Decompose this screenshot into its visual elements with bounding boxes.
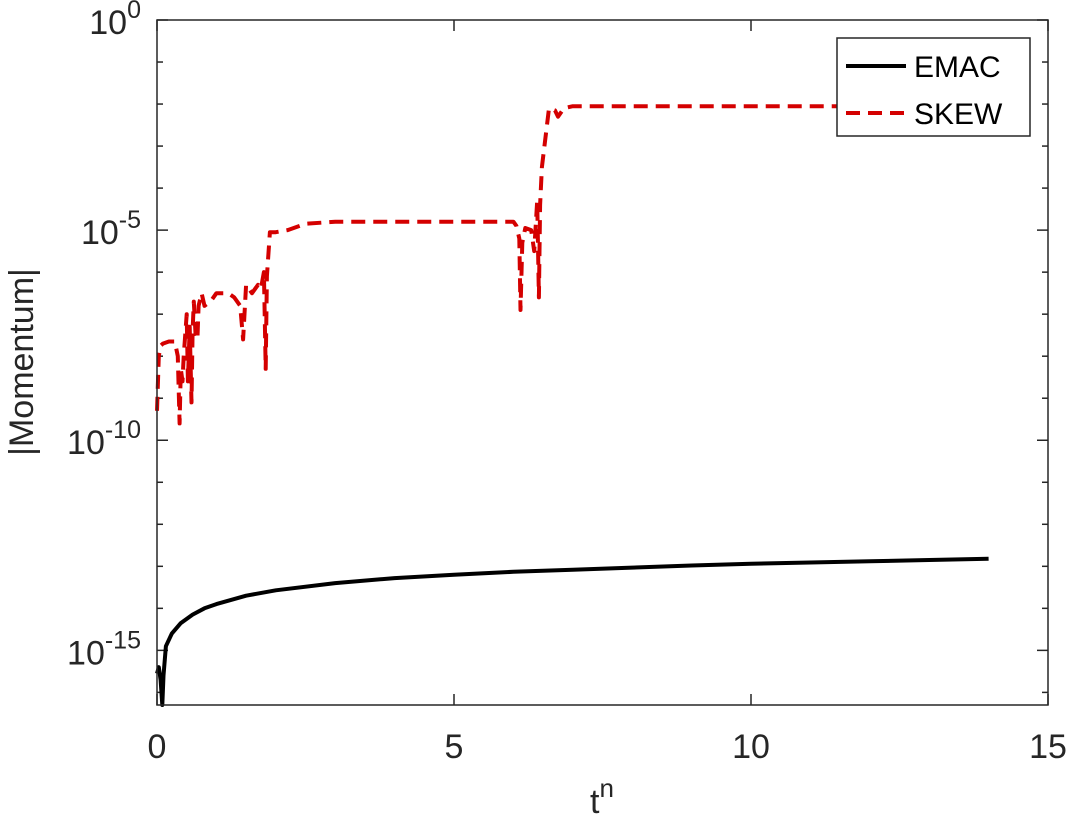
x-axis-label: tn: [590, 773, 614, 821]
y-tick-label: 10-5: [81, 206, 141, 252]
plot-lines: [155, 104, 989, 707]
legend-label-skew: SKEW: [914, 98, 1003, 131]
x-tick-label: 15: [1029, 728, 1067, 766]
x-tick-label: 10: [732, 728, 770, 766]
axes-box: [156, 19, 1049, 706]
y-tick-label: 10-10: [67, 416, 141, 462]
legend-label-emac: EMAC: [914, 51, 1001, 84]
series-line-emac: [155, 556, 989, 707]
y-tick-label: 100: [89, 0, 141, 42]
y-axis-label: |Momentum|: [3, 268, 41, 456]
series-line-skew: [155, 104, 989, 426]
minor-ticks: [157, 61, 1048, 694]
y-tick-labels: 100 10-5 10-10 10-15: [67, 0, 141, 672]
x-tick-labels: 0 5 10 15: [148, 728, 1067, 766]
legend-box: [836, 37, 1031, 137]
y-tick-label: 10-15: [67, 626, 141, 672]
x-tick-label: 5: [445, 728, 464, 766]
x-tick-label: 0: [148, 728, 167, 766]
legend: EMAC SKEW: [836, 37, 1031, 137]
